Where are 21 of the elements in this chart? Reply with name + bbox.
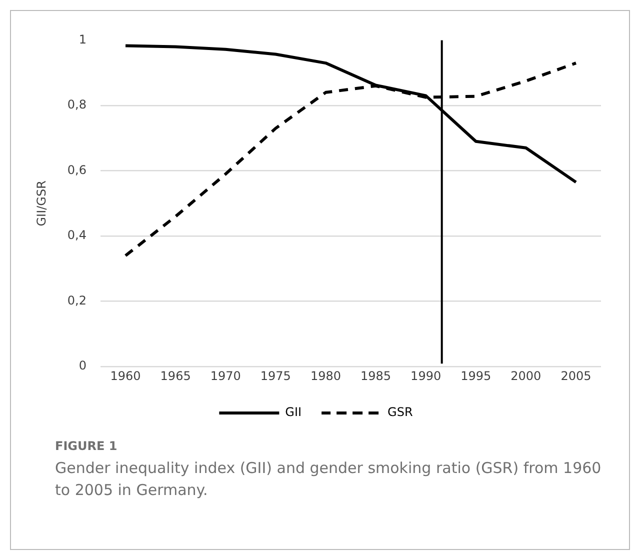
y-tick-label: 0 (78, 358, 86, 373)
y-tick-label: 0,8 (67, 98, 86, 112)
y-tick-label: 0,4 (67, 228, 86, 242)
x-tick-label: 1980 (310, 368, 341, 383)
x-tick-label: 1975 (260, 368, 291, 383)
caption: FIGURE 1 (55, 439, 118, 453)
y-tick-label: 0,6 (67, 162, 86, 177)
y-tick-label: 1 (78, 32, 86, 46)
y-tick-label: 0,2 (67, 293, 86, 308)
x-tick-label: 1965 (160, 368, 191, 383)
x-tick-label: 2000 (510, 368, 542, 383)
legend-label: GSR (388, 405, 413, 420)
x-tick-label: 2005 (560, 368, 592, 383)
x-tick-label: 1985 (360, 368, 392, 383)
x-tick-label: 1995 (460, 368, 492, 383)
x-tick-label: 1990 (410, 368, 442, 383)
legend-label: GII (285, 405, 302, 420)
text: Gender inequality index (GII) and gender smoking ratio (GSR) from 1960 to 2005 in Germany. (55, 458, 602, 501)
y-axis-title: GII/GSR (34, 180, 48, 226)
x-tick-label: 1970 (210, 368, 241, 383)
x-tick-label: 1960 (110, 368, 141, 383)
